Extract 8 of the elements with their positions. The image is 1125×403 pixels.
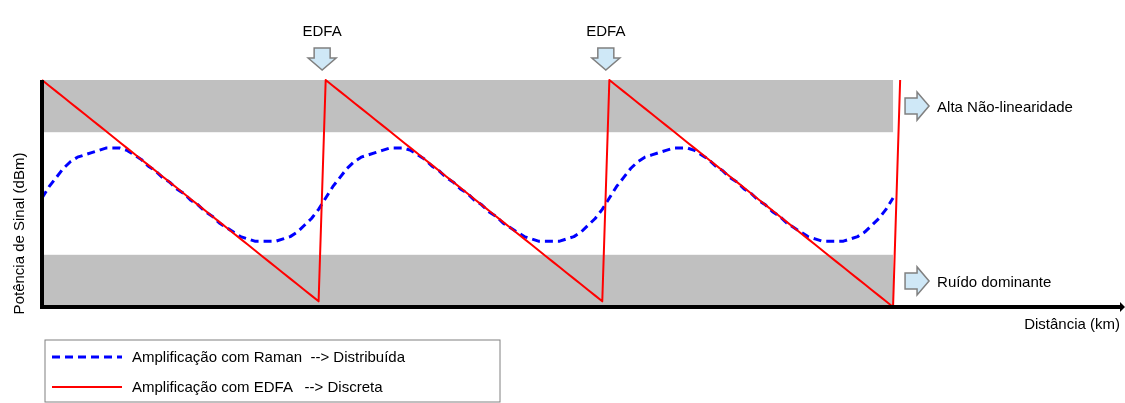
text: EDFA	[302, 22, 342, 39]
x-axis-title: Distância (km)	[1024, 315, 1120, 332]
y-axis-title: Potência de Sinal (dBm)	[10, 152, 27, 315]
band-label: Alta Não-linearidade	[937, 98, 1073, 116]
legend-label: Amplificação com EDFA --> Discreta	[132, 378, 384, 395]
band-label: Ruído dominante	[937, 272, 1052, 290]
text: EDFA	[586, 22, 626, 39]
legend-label: Amplificação com Raman --> Distribuída	[132, 348, 406, 365]
